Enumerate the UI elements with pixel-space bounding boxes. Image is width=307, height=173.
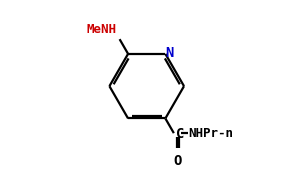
Text: O: O	[174, 154, 182, 168]
Text: MeNH: MeNH	[86, 23, 116, 36]
Text: N: N	[165, 46, 173, 60]
Text: C: C	[177, 127, 185, 141]
Text: NHPr-n: NHPr-n	[188, 127, 233, 140]
